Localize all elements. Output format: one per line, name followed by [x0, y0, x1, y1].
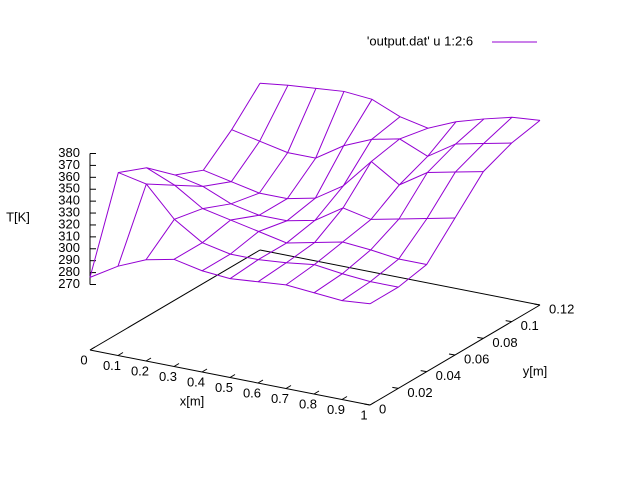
x-tick-label: 1 [360, 407, 367, 422]
surface-mesh-line [146, 167, 427, 265]
x-tick [173, 363, 180, 367]
y-tick-label: 0.1 [521, 318, 539, 333]
z-tick-label: 290 [58, 252, 80, 267]
z-tick-label: 360 [58, 169, 80, 184]
legend-label: 'output.dat' u 1:2:6 [367, 33, 473, 48]
y-tick [533, 303, 541, 306]
x-tick-label: 0.8 [299, 396, 317, 411]
x-tick-label: 0.9 [327, 402, 345, 417]
y-tick-label: 0 [379, 401, 386, 416]
x-tick-label: 0.6 [243, 385, 261, 400]
x-tick-label: 0.7 [271, 391, 289, 406]
y-tick [420, 370, 427, 373]
z-tick-label: 320 [58, 216, 80, 231]
z-tick-label: 300 [58, 240, 80, 255]
x-tick [341, 396, 348, 400]
x-tick [285, 385, 292, 389]
x-tick [201, 368, 208, 373]
y-tick [505, 320, 512, 323]
z-axis-label: T[K] [6, 209, 30, 224]
x-tick [257, 379, 264, 384]
surface-mesh-line [203, 160, 484, 200]
y-tick-label: 0.08 [492, 335, 517, 350]
x-tick [229, 374, 236, 378]
x-tick-label: 0.2 [131, 363, 149, 378]
y-tick [477, 336, 484, 339]
y-tick [448, 353, 456, 356]
z-tick-label: 350 [58, 181, 80, 196]
x-tick-label: 0.5 [215, 380, 233, 395]
x-tick-label: 0 [80, 352, 87, 367]
x-tick-label: 0.4 [187, 374, 205, 389]
x-tick [89, 346, 96, 351]
y-tick-label: 0.02 [407, 385, 432, 400]
x-tick-label: 0.1 [103, 358, 121, 373]
z-tick-label: 380 [58, 145, 80, 160]
base-edge [259, 249, 541, 306]
x-tick [117, 352, 124, 356]
x-axis-label: x[m] [180, 393, 205, 408]
surface-mesh-line [231, 129, 512, 159]
z-tick-label: 330 [58, 204, 80, 219]
surface-mesh-line [174, 174, 456, 222]
x-tick [145, 357, 152, 362]
x-tick [369, 401, 376, 406]
z-tick-label: 340 [58, 193, 80, 208]
y-tick-label: 0.12 [549, 301, 574, 316]
z-tick-label: 280 [58, 264, 80, 279]
surface-mesh-line [118, 172, 399, 288]
surface-mesh-line [259, 82, 541, 129]
x-tick-label: 0.3 [159, 369, 177, 384]
base-edge [89, 249, 261, 351]
y-tick [392, 386, 399, 389]
y-axis-label: y[m] [523, 363, 548, 378]
z-tick-label: 270 [58, 276, 80, 291]
surface-mesh-line [89, 258, 371, 305]
y-tick-label: 0.04 [436, 368, 461, 383]
z-tick-label: 370 [58, 157, 80, 172]
x-tick [313, 390, 320, 395]
z-tick-label: 310 [58, 228, 80, 243]
y-tick [363, 403, 371, 406]
y-tick-label: 0.06 [464, 351, 489, 366]
